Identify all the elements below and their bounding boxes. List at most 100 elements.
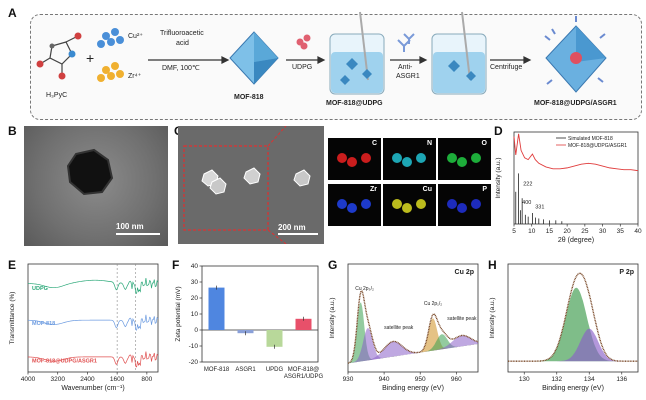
zeta-bar [295, 318, 312, 330]
eds-map-zr: Zr [328, 184, 381, 226]
ligand-label: H₃PyC [46, 92, 68, 99]
sem-image: 200 nm [178, 126, 324, 244]
eds-particle [347, 203, 357, 213]
x-tick-label: 20 [564, 228, 572, 235]
x-tick-label: 10 [528, 228, 536, 235]
eds-particle [471, 153, 481, 163]
sem-crystal [209, 177, 227, 195]
x-category-label: MOF-818 [204, 367, 230, 373]
x-tick-label: 35 [617, 228, 625, 235]
x-tick-label: 3200 [50, 376, 65, 383]
tem-image: 100 nm [24, 126, 168, 246]
legend-label: Simulated MOF-818 [568, 136, 613, 142]
ligand-atom [36, 60, 44, 68]
zoom-guides [268, 126, 287, 244]
process-arrows [148, 56, 532, 64]
panel-label-h: H [488, 258, 497, 272]
y-axis-label: Intensity (a.u.) [489, 297, 496, 338]
x-tick-label: 4000 [21, 376, 36, 383]
eds-particle [337, 199, 347, 209]
x-tick-label: 132 [551, 376, 562, 383]
y-axis-label: Intensity (a.u.) [329, 297, 336, 338]
x-tick-label: 130 [519, 376, 530, 383]
eds-particle [416, 199, 426, 209]
y-tick-label: 40 [191, 263, 199, 270]
ftir-line-0 [27, 278, 159, 294]
panel-label-a: A [8, 6, 17, 20]
product2-label: MOF-818@UDPG [326, 100, 383, 107]
y-tick-label: 0 [194, 327, 198, 334]
ftir-chart: 4000 3200 2400 1600 800 Wavenumber (cm⁻¹) Tran… [9, 263, 159, 392]
y-tick-label: 10 [191, 311, 199, 318]
cu-label: Cu²⁺ [128, 33, 143, 40]
x-category-label: MOF-818@ [288, 367, 319, 373]
x-axis-label: Wavenumber (cm⁻¹) [61, 385, 124, 392]
x-tick-label: 930 [343, 376, 354, 383]
x-category-label: ASGR1 [235, 367, 256, 373]
eds-particle [471, 199, 481, 209]
y-axis-label: Intensity (a.u.) [495, 157, 502, 198]
product3-label: MOF-818@UDPG/ASGR1 [534, 100, 617, 107]
series-label: MOF-818 [32, 321, 55, 327]
udpg-molecules [296, 34, 311, 50]
eds-element-label: Zr [370, 186, 377, 193]
panel-label-g: G [328, 258, 338, 272]
sem-crystal [293, 169, 311, 187]
ligand-atom [58, 72, 66, 80]
step3-line1: Anti- [398, 64, 413, 71]
scheme-graphics [36, 11, 607, 95]
x-tick-label: 40 [634, 228, 642, 235]
zeta-bar [208, 287, 225, 330]
x-tick-label: 800 [141, 376, 152, 383]
eds-particle [457, 157, 467, 167]
ligand-atom [49, 43, 55, 49]
y-axis-label: Transmittance (%) [9, 292, 16, 345]
x-tick-label: 2400 [80, 376, 95, 383]
ligand-atom [68, 50, 76, 58]
peak-annotation: 222 [523, 181, 532, 187]
step1-line2: acid [176, 40, 189, 47]
peak-annotation: 331 [535, 204, 544, 210]
eds-particle [392, 199, 402, 209]
mof818-octahedron [229, 31, 279, 85]
sem-scalebar-label: 200 nm [278, 223, 306, 232]
xps-component-peak [348, 335, 478, 364]
peak-annotation: satellite peak [447, 316, 477, 322]
eds-element-label: N [426, 140, 432, 147]
plot-frame [347, 263, 479, 373]
series-label: MOF-818@UDPG/ASGR1 [32, 359, 97, 365]
xps-envelope [508, 272, 638, 362]
product1-label: MOF-818 [234, 94, 264, 101]
peak-annotation: Cu 2p₁/₂ [424, 301, 442, 307]
eds-particle [447, 199, 457, 209]
zeta-bar [266, 330, 283, 347]
beaker-mof818-udpg [329, 11, 385, 95]
panel-label-b: B [8, 124, 17, 138]
eds-particle [392, 153, 402, 163]
step1-line1: Trifluoroacetic [160, 30, 204, 37]
eds-map-c: C [328, 138, 381, 180]
cu2p-xps-chart: 930 940 950 960 Binding energy (eV) Intensity… [329, 263, 479, 392]
eds-element-label: P [482, 186, 487, 193]
eds-particle [416, 153, 426, 163]
legend-label: MOF-818@UDPG/ASGR1 [568, 143, 627, 149]
x-axis-label: Binding energy (eV) [542, 385, 604, 392]
x-axis-label: Binding energy (eV) [382, 385, 444, 392]
ftir-line-1 [27, 314, 159, 331]
plot-frame [27, 263, 159, 373]
cu-ion-cluster [97, 28, 124, 48]
panel-label-f: F [172, 258, 180, 272]
beaker-antibody [431, 11, 487, 95]
x-tick-label: 940 [379, 376, 390, 383]
eds-particle [361, 199, 371, 209]
eds-element-label: C [371, 140, 377, 147]
chart-title: P 2p [619, 269, 634, 276]
x-category-label: ASGR1/UDPG [284, 374, 324, 380]
plus-sign: + [86, 50, 95, 66]
peak-annotation: Cu 2p₃/₂ [355, 286, 374, 292]
chart-title: Cu 2p [455, 269, 474, 276]
eds-particle [447, 153, 457, 163]
series-label: UDPG [32, 286, 48, 292]
panel-label-e: E [8, 258, 17, 272]
tem-particle [66, 148, 114, 196]
